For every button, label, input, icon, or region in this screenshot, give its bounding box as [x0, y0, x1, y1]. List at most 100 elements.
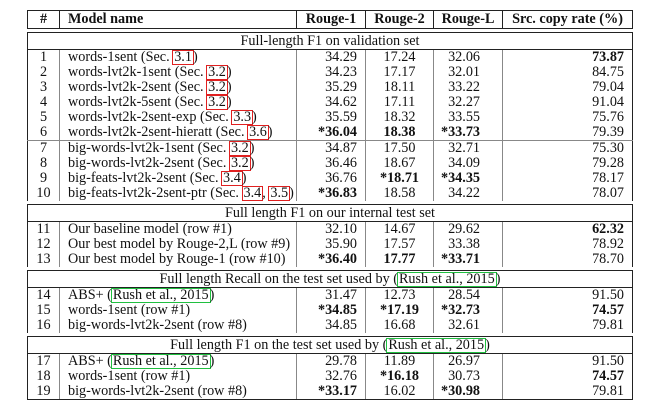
rouge-2-value: *16.18 [366, 369, 434, 384]
citation-link[interactable]: Rush et al., 2015 [110, 287, 211, 303]
rouge-l-value: 34.09 [434, 156, 503, 171]
rouge-l-value: 33.22 [434, 80, 503, 95]
rouge-l-value: 33.55 [434, 110, 503, 125]
section-ref-link[interactable]: 3.4 [241, 185, 264, 201]
src-copy-rate-value: 75.76 [503, 110, 633, 125]
rouge-1-value: *36.83 [297, 186, 366, 201]
model-text: ABS+ ( [68, 287, 112, 303]
section-ref-link[interactable]: 3.6 [247, 124, 269, 140]
model-text: big-feats-lvt2k-2sent-ptr (Sec. [68, 185, 243, 201]
table-row: 19 big-words-lvt2k-2sent (row #8) *33.17 16… [27, 384, 633, 400]
model-name: Our best model by Rouge-1 (row #10) [60, 252, 297, 267]
header-rouge-2: Rouge-2 [366, 11, 434, 28]
section-title: Full length F1 on the test set used by [170, 337, 383, 353]
table-row: 3 words-lvt2k-2sent (Sec. 3.2) 35.29 18.11 3… [27, 80, 633, 95]
citation-link[interactable]: Rush et al., 2015 [386, 337, 487, 353]
model-name: words-1sent (row #1) [60, 369, 297, 384]
section-ref-link[interactable]: 3.5 [268, 185, 291, 201]
section-header: Full-length F1 on validation set [27, 32, 633, 50]
row-number: 11 [27, 222, 60, 237]
citation-link[interactable]: Rush et al., 2015 [110, 353, 211, 369]
rouge-2-value: 18.58 [366, 186, 434, 201]
model-name: big-words-lvt2k-2sent (Sec. 3.2) [60, 156, 297, 171]
citation-link[interactable]: Rush et al., 2015 [396, 271, 497, 287]
section-ref-link[interactable]: 3.2 [206, 94, 228, 110]
table-row: 10 big-feats-lvt2k-2sent-ptr (Sec. 3.4, 3… [27, 186, 633, 201]
src-copy-rate-value: 79.39 [503, 125, 633, 140]
header-model-name: Model name [60, 11, 297, 28]
rouge-l-value: 32.71 [434, 141, 503, 156]
rouge-1-value: 34.85 [297, 318, 366, 333]
table-row: 1 words-1sent (Sec. 3.1) 34.29 17.24 32.06 73… [27, 50, 633, 65]
section-ref-link[interactable]: 3.1 [172, 49, 194, 65]
model-text: big-feats-lvt2k-2sent (Sec. [68, 170, 223, 186]
section-title: Full-length F1 on validation set [240, 33, 420, 49]
src-copy-rate-value: 91.04 [503, 95, 633, 110]
paren: ) [249, 140, 255, 156]
rouge-2-value: *17.19 [366, 303, 434, 318]
rouge-2-value: 18.38 [366, 125, 434, 140]
header-num: # [27, 11, 60, 28]
table-row: 7 big-words-lvt2k-1sent (Sec. 3.2) 34.87 17… [27, 141, 633, 156]
table-row: 2 words-lvt2k-1sent (Sec. 3.2) 34.23 17.17 3… [27, 65, 633, 80]
rouge-2-value: 17.24 [366, 50, 434, 65]
rouge-l-value: 32.06 [434, 50, 503, 65]
row-number: 12 [27, 237, 60, 252]
rouge-l-value: 28.54 [434, 288, 503, 303]
paren: ) [209, 353, 215, 369]
src-copy-rate-value: 74.57 [503, 369, 633, 384]
paren: ) [485, 337, 490, 353]
row-number: 5 [27, 110, 60, 125]
rouge-1-value: *36.40 [297, 252, 366, 267]
table-row: 14 ABS+ (Rush et al., 2015) 31.47 12.73 28.5… [27, 288, 633, 303]
rouge-1-value: 34.87 [297, 141, 366, 156]
model-text: Our best model by Rouge-1 (row #10) [68, 251, 286, 267]
section-ref-link[interactable]: 3.2 [206, 79, 228, 95]
model-text: big-words-lvt2k-1sent (Sec. [68, 140, 230, 156]
model-name: ABS+ (Rush et al., 2015) [60, 288, 297, 303]
row-number: 9 [27, 171, 60, 186]
row-number: 7 [27, 141, 60, 156]
model-text: words-1sent (Sec. [68, 49, 174, 65]
section-ref-link[interactable]: 3.4 [221, 170, 243, 186]
model-name: words-1sent (row #1) [60, 303, 297, 318]
section-ref-link[interactable]: 3.3 [231, 109, 254, 125]
rouge-2-value: 17.50 [366, 141, 434, 156]
model-name: words-1sent (Sec. 3.1) [60, 50, 297, 65]
rouge-1-value: *34.85 [297, 303, 366, 318]
src-copy-rate-value: 79.28 [503, 156, 633, 171]
rouge-l-value: *32.73 [434, 303, 503, 318]
paren: ) [226, 94, 232, 110]
rouge-2-value: 16.02 [366, 384, 434, 399]
src-copy-rate-value: 84.75 [503, 65, 633, 80]
model-name: words-lvt2k-2sent (Sec. 3.2) [60, 80, 297, 95]
rouge-1-value: 34.62 [297, 95, 366, 110]
rouge-1-value: 32.76 [297, 369, 366, 384]
src-copy-rate-value: 73.87 [503, 50, 633, 65]
row-number: 19 [27, 384, 60, 399]
paren: ) [267, 124, 273, 140]
rouge-1-value: 35.59 [297, 110, 366, 125]
src-copy-rate-value: 79.04 [503, 80, 633, 95]
paren: ) [226, 79, 232, 95]
section-ref-link[interactable]: 3.2 [206, 64, 228, 80]
rouge-1-value: 34.23 [297, 65, 366, 80]
model-text: words-lvt2k-2sent-exp (Sec. [68, 109, 233, 125]
header-src-copy-rate: Src. copy rate (%) [503, 11, 633, 28]
paren: ( [382, 337, 388, 353]
model-name: Our best model by Rouge-2,L (row #9) [60, 237, 297, 252]
table-row: 12 Our best model by Rouge-2,L (row #9) 35… [27, 237, 633, 252]
header-rouge-l: Rouge-L [434, 11, 503, 28]
table-row: 4 words-lvt2k-5sent (Sec. 3.2) 34.62 17.11 3… [27, 95, 633, 110]
model-name: big-words-lvt2k-2sent (row #8) [60, 318, 297, 333]
table-row: 16 big-words-lvt2k-2sent (row #8) 34.85 16.… [27, 318, 633, 333]
rouge-1-value: 29.78 [297, 354, 366, 369]
rouge-2-value: 17.17 [366, 65, 434, 80]
paren: ) [241, 170, 247, 186]
section-ref-link[interactable]: 3.2 [228, 140, 251, 156]
model-name: words-lvt2k-2sent-exp (Sec. 3.3) [60, 110, 297, 125]
table-row: 17 ABS+ (Rush et al., 2015) 29.78 11.89 26.9… [27, 354, 633, 369]
section-ref-link[interactable]: 3.2 [228, 155, 251, 171]
paren: ) [252, 109, 257, 125]
rouge-2-value: *18.71 [366, 171, 434, 186]
